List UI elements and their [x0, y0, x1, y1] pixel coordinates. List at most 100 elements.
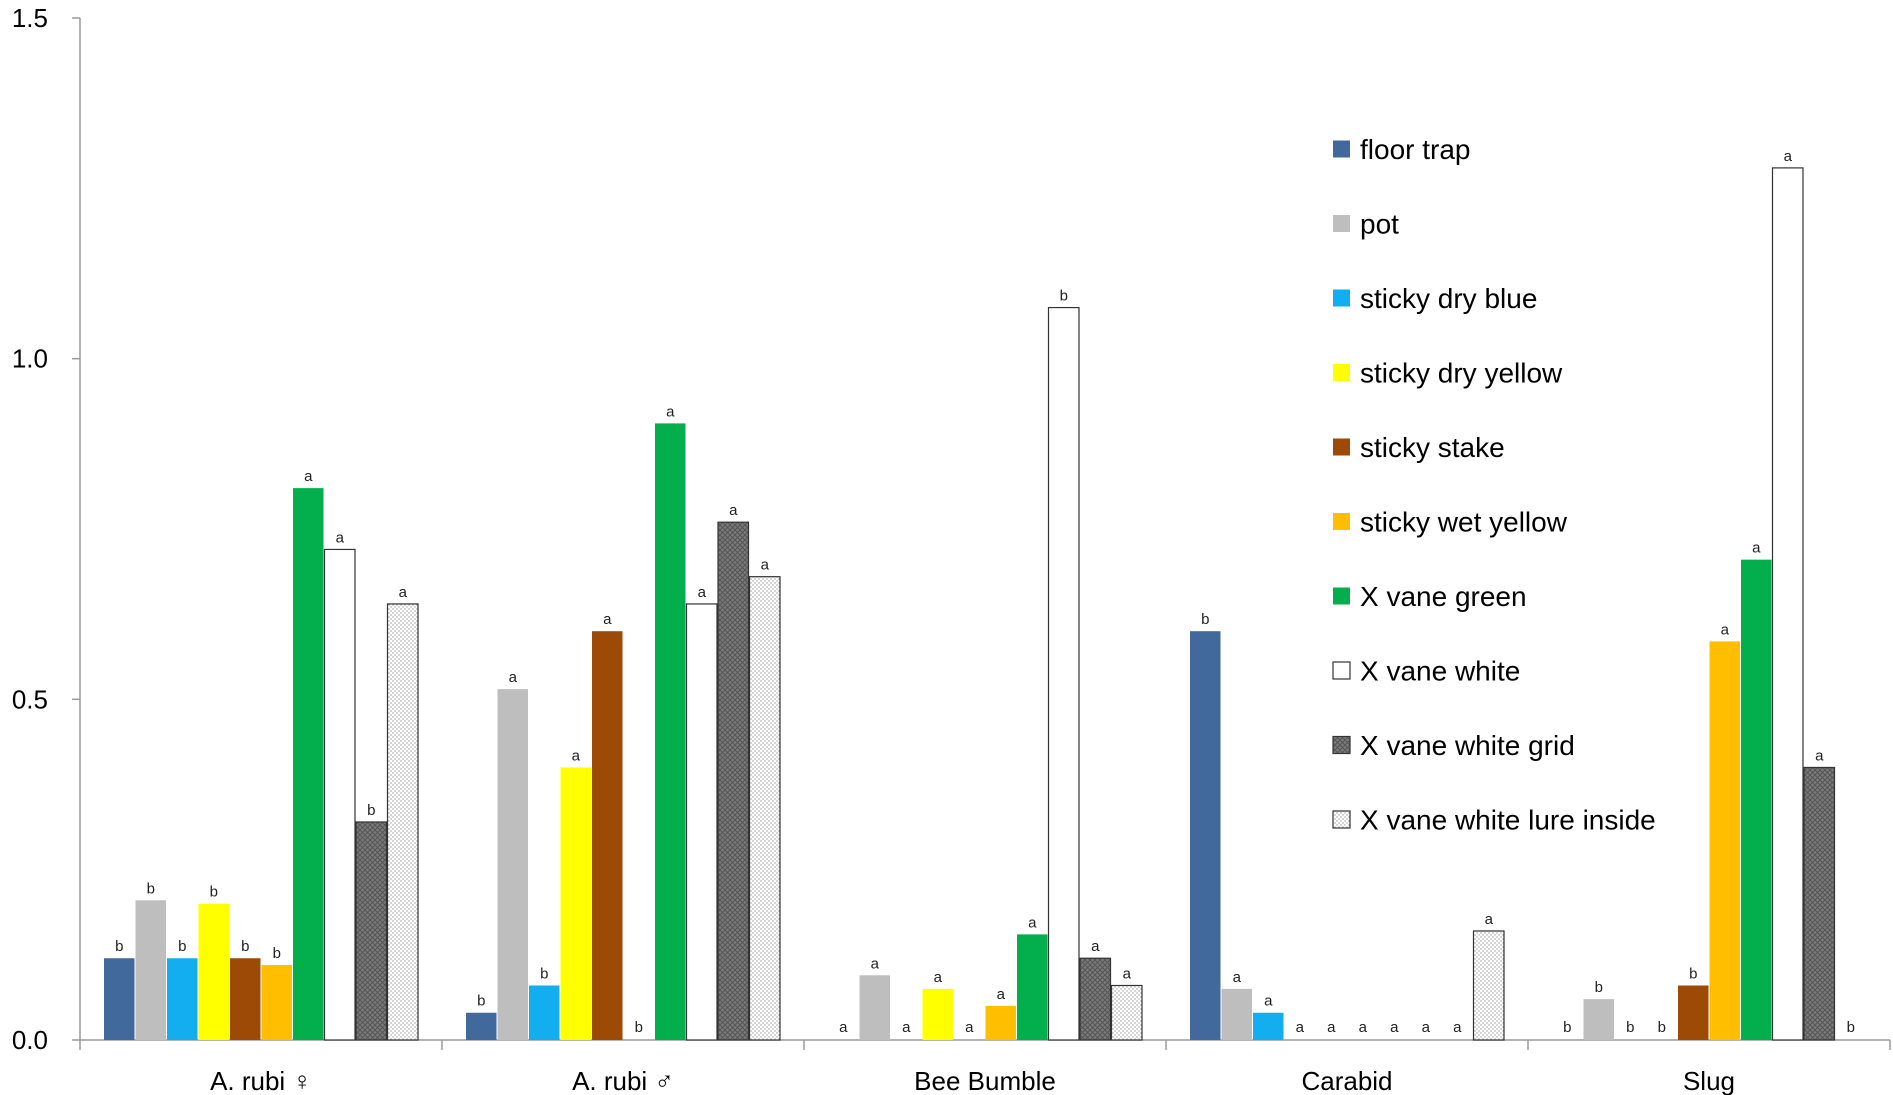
significance-label: b — [241, 938, 249, 955]
bar-sticky-dry-yellow-a-rubi — [560, 767, 591, 1040]
bar-floor-trap-a-rubi — [466, 1012, 497, 1040]
significance-label: a — [509, 669, 518, 686]
legend-swatch-sticky-dry-blue — [1333, 289, 1350, 307]
bar-sticky-dry-blue-a-rubi — [167, 958, 198, 1040]
significance-label: a — [1264, 993, 1273, 1010]
legend-label: floor trap — [1360, 134, 1471, 165]
significance-label: a — [761, 557, 770, 574]
bar-floor-trap-carabid — [1190, 631, 1221, 1040]
significance-label: a — [698, 584, 707, 601]
significance-label: a — [839, 1019, 848, 1036]
legend-swatch-sticky-stake — [1333, 438, 1350, 456]
bar-x-vane-green-a-rubi — [655, 423, 686, 1041]
significance-label: a — [1422, 1019, 1431, 1036]
bar-pot-carabid — [1221, 988, 1252, 1040]
significance-label: b — [477, 993, 485, 1010]
significance-label: b — [1595, 979, 1603, 996]
bar-sticky-stake-slug — [1678, 985, 1709, 1040]
significance-label: a — [1296, 1019, 1305, 1036]
significance-label: a — [336, 529, 345, 546]
bar-x-vane-white-grid-a-rubi — [355, 821, 388, 1041]
y-tick-label: 1.5 — [12, 3, 48, 33]
legend-swatch-sticky-wet-yellow — [1333, 513, 1350, 530]
legend-swatch-x-vane-white — [1332, 661, 1351, 680]
significance-label: a — [871, 955, 880, 972]
significance-label: a — [729, 502, 738, 519]
bar-pot-a-rubi — [497, 689, 528, 1040]
bar-sticky-dry-yellow-bee-bumble — [922, 988, 953, 1040]
legend: floor trap pot sticky dry blue sticky dry y… — [1332, 134, 1656, 836]
y-tick-label: 1.0 — [12, 344, 48, 374]
significance-label: a — [965, 1019, 974, 1036]
bar-sticky-dry-blue-carabid — [1253, 1012, 1284, 1040]
significance-label: b — [178, 938, 186, 955]
x-tick-label: Bee Bumble — [914, 1066, 1056, 1095]
significance-label: a — [1485, 911, 1494, 928]
bar-sticky-dry-yellow-a-rubi — [198, 903, 229, 1040]
bar-x-vane-green-a-rubi — [293, 488, 324, 1040]
bar-x-vane-white-bee-bumble — [1047, 306, 1080, 1041]
bar-x-vane-green-slug — [1741, 559, 1772, 1040]
significance-label: b — [1847, 1019, 1855, 1036]
significance-label: b — [1563, 1019, 1571, 1036]
legend-swatch-x-vane-white-grid — [1332, 735, 1351, 755]
significance-label: b — [1060, 288, 1068, 305]
x-tick-label: Carabid — [1301, 1066, 1392, 1095]
x-tick-label: A. rubi ♂ — [572, 1066, 674, 1095]
legend-swatch-x-vane-white-lure-inside — [1332, 810, 1351, 829]
bar-x-vane-white-grid-bee-bumble — [1079, 957, 1112, 1041]
significance-label: a — [997, 986, 1006, 1003]
legend-label: pot — [1360, 209, 1399, 240]
legend-label: X vane green — [1360, 581, 1527, 612]
significance-label: a — [603, 611, 612, 628]
significance-label: b — [210, 884, 218, 901]
significance-label: a — [1390, 1019, 1399, 1036]
bar-x-vane-white-lure-inside-a-rubi — [386, 603, 419, 1041]
significance-label: a — [1327, 1019, 1336, 1036]
significance-label: a — [1752, 540, 1761, 557]
significance-label: b — [147, 880, 155, 897]
bar-x-vane-green-bee-bumble — [1017, 934, 1048, 1040]
y-tick-label: 0.5 — [12, 684, 48, 714]
x-tick-label: Slug — [1683, 1066, 1735, 1095]
significance-labels: b b b b b b a a b a b a b a a b a a a a a a a a a a a b a a b a a a a a a a a a… — [115, 148, 1855, 1036]
legend-swatch-x-vane-green — [1333, 587, 1350, 605]
significance-label: a — [1028, 914, 1037, 931]
significance-label: a — [934, 969, 943, 986]
significance-label: b — [115, 938, 123, 955]
bar-x-vane-white-a-rubi — [323, 548, 356, 1041]
significance-label: b — [1658, 1019, 1666, 1036]
legend-label: sticky wet yellow — [1360, 507, 1568, 538]
bar-x-vane-white-grid-slug — [1803, 766, 1836, 1041]
bar-x-vane-white-lure-inside-carabid — [1472, 930, 1505, 1041]
legend-label: X vane white — [1360, 656, 1520, 687]
bar-x-vane-white-lure-inside-a-rubi — [748, 576, 781, 1041]
significance-label: a — [666, 403, 675, 420]
bar-sticky-stake-a-rubi — [592, 631, 623, 1040]
legend-label: X vane white lure inside — [1360, 805, 1656, 836]
significance-label: a — [1784, 148, 1793, 165]
significance-label: b — [1626, 1019, 1634, 1036]
significance-label: a — [1123, 965, 1132, 982]
significance-label: a — [1453, 1019, 1462, 1036]
bar-sticky-wet-yellow-a-rubi — [261, 965, 292, 1040]
significance-label: b — [635, 1019, 643, 1036]
significance-label: b — [367, 802, 375, 819]
significance-label: b — [1201, 611, 1209, 628]
bar-sticky-wet-yellow-slug — [1709, 641, 1740, 1040]
bar-pot-bee-bumble — [859, 975, 890, 1040]
bar-x-vane-white-lure-inside-bee-bumble — [1110, 984, 1143, 1041]
bar-sticky-stake-a-rubi — [230, 958, 261, 1040]
bar-x-vane-white-grid-a-rubi — [717, 521, 750, 1041]
legend-swatch-sticky-dry-yellow — [1333, 364, 1350, 381]
legend-label: sticky stake — [1360, 432, 1505, 463]
y-tick-label: 0.0 — [12, 1025, 48, 1055]
significance-label: a — [572, 747, 581, 764]
legend-label: X vane white grid — [1360, 730, 1575, 761]
bar-floor-trap-a-rubi — [104, 958, 135, 1040]
bar-x-vane-white-slug — [1771, 167, 1804, 1041]
legend-label: sticky dry blue — [1360, 283, 1537, 314]
bars — [104, 167, 1836, 1041]
significance-label: a — [399, 584, 408, 601]
